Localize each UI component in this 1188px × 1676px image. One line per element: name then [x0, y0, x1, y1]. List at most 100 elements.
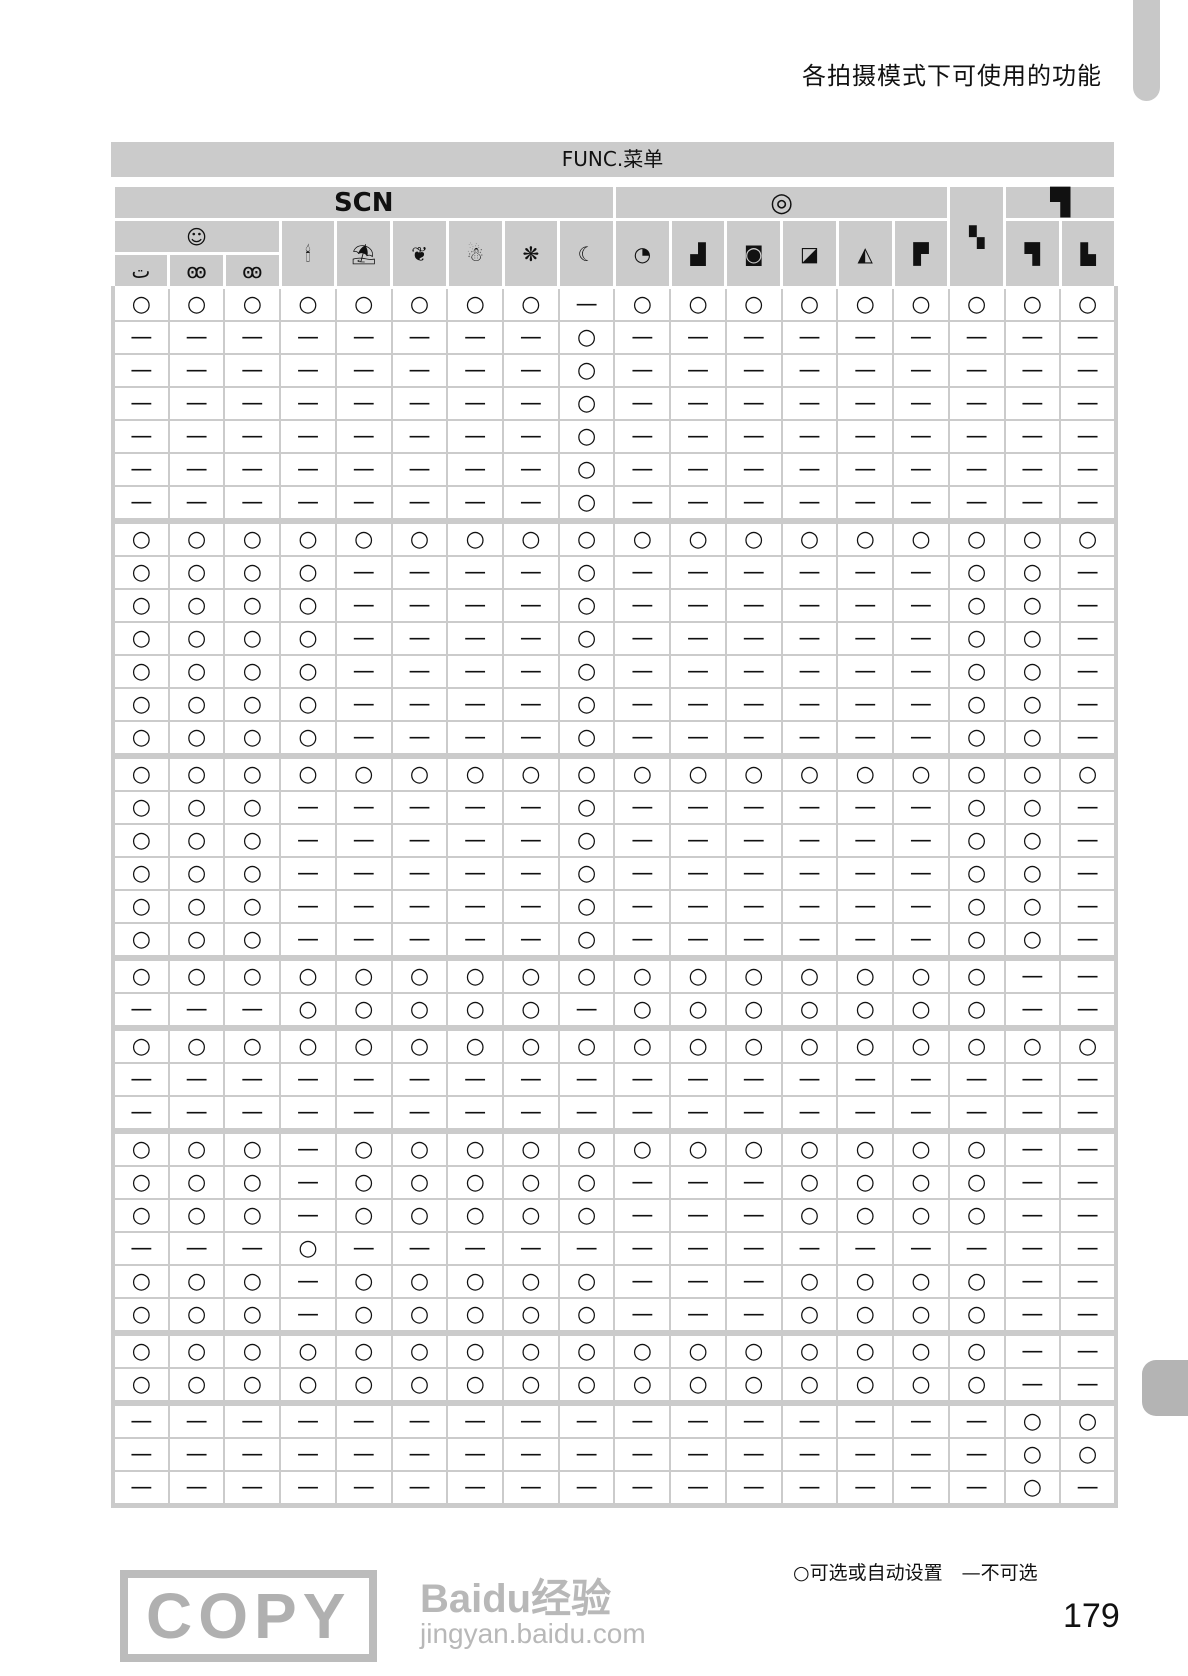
- unavailable-mark: —: [613, 790, 672, 825]
- table-row: ○ ○ ○ ○ ○ ○ ○ ○ ○ ○ ○ ○ ○ ○ ○ ○ ○ ○: [111, 753, 1118, 792]
- unavailable-mark: —: [167, 992, 226, 1029]
- unavailable-mark: —: [892, 720, 950, 757]
- available-mark: ○: [279, 654, 337, 689]
- unavailable-mark: —: [334, 720, 393, 757]
- available-mark: ○: [780, 1330, 839, 1369]
- unavailable-mark: —: [390, 1231, 449, 1266]
- unavailable-mark: —: [892, 1062, 950, 1097]
- available-mark: ○: [390, 955, 449, 994]
- copy-watermark-text: COPY: [146, 1580, 352, 1652]
- unavailable-mark: —: [724, 856, 783, 891]
- unavailable-mark: —: [836, 621, 895, 656]
- unavailable-mark: —: [279, 1062, 337, 1097]
- available-mark: ○: [669, 518, 727, 557]
- unavailable-mark: —: [1003, 992, 1062, 1029]
- available-mark: ○: [947, 922, 1006, 959]
- unavailable-mark: —: [334, 555, 393, 590]
- unavailable-mark: —: [446, 922, 505, 959]
- unavailable-mark: —: [557, 1062, 616, 1097]
- available-mark: ○: [446, 753, 505, 792]
- unavailable-mark: —: [613, 555, 672, 590]
- available-mark: ○: [1003, 856, 1062, 891]
- available-mark: ○: [669, 1330, 727, 1369]
- unavailable-mark: —: [502, 1095, 560, 1132]
- unavailable-mark: —: [502, 1470, 560, 1508]
- unavailable-mark: —: [836, 654, 895, 689]
- unavailable-mark: —: [836, 922, 895, 959]
- page-title: 各拍摄模式下可使用的功能: [802, 62, 1102, 90]
- available-mark: ○: [1003, 1400, 1062, 1439]
- unavailable-mark: —: [446, 386, 505, 421]
- unavailable-mark: —: [947, 1400, 1006, 1439]
- available-mark: ○: [334, 1198, 393, 1233]
- table-row: — — — — — — — — — — — — — — — — — —: [111, 1062, 1118, 1097]
- unavailable-mark: —: [557, 1231, 616, 1266]
- available-mark: ○: [836, 1198, 895, 1233]
- unavailable-mark: —: [390, 320, 449, 355]
- unavailable-mark: —: [1059, 790, 1118, 825]
- unavailable-mark: —: [613, 687, 672, 722]
- available-mark: ○: [502, 1264, 560, 1299]
- available-mark: ○: [167, 1025, 226, 1064]
- unavailable-mark: —: [390, 687, 449, 722]
- available-mark: ○: [279, 555, 337, 590]
- unavailable-mark: —: [167, 1400, 226, 1439]
- unavailable-mark: —: [502, 720, 560, 757]
- unavailable-mark: —: [502, 687, 560, 722]
- monochrome-icon: ◪: [780, 218, 839, 289]
- unavailable-mark: —: [1003, 1297, 1062, 1334]
- unavailable-mark: —: [836, 485, 895, 522]
- available-mark: ○: [279, 753, 337, 792]
- unavailable-mark: —: [669, 419, 727, 454]
- unavailable-mark: —: [223, 1470, 282, 1508]
- available-mark: ○: [947, 621, 1006, 656]
- available-mark: ○: [223, 955, 282, 994]
- snow-snowman-icon: ☃: [445, 218, 505, 289]
- available-mark: ○: [892, 1198, 950, 1233]
- unavailable-mark: —: [167, 485, 226, 522]
- available-mark: ○: [724, 753, 783, 792]
- table-row: ○ ○ ○ ○ ○ ○ ○ ○ ○ ○ ○ ○ ○ ○ ○ ○ — —: [111, 1330, 1118, 1369]
- unavailable-mark: —: [613, 588, 672, 623]
- available-mark: ○: [1003, 1437, 1062, 1472]
- unavailable-mark: —: [390, 823, 449, 858]
- unavailable-mark: —: [613, 320, 672, 355]
- unavailable-mark: —: [390, 1437, 449, 1472]
- unavailable-mark: —: [613, 419, 672, 454]
- unavailable-mark: —: [1003, 1330, 1062, 1369]
- available-mark: ○: [334, 1297, 393, 1334]
- available-mark: ○: [947, 1165, 1006, 1200]
- unavailable-mark: —: [1003, 1062, 1062, 1097]
- unavailable-mark: —: [669, 922, 727, 959]
- available-mark: ○: [613, 518, 672, 557]
- unavailable-mark: —: [446, 1231, 505, 1266]
- available-mark: ○: [223, 1367, 282, 1404]
- available-mark: ○: [557, 687, 616, 722]
- unavailable-mark: —: [334, 922, 393, 959]
- unavailable-mark: —: [780, 621, 839, 656]
- unavailable-mark: —: [111, 1231, 170, 1266]
- unavailable-mark: —: [390, 922, 449, 959]
- available-mark: ○: [780, 753, 839, 792]
- creative-filters-icon: ◎: [612, 184, 951, 221]
- unavailable-mark: —: [167, 1470, 226, 1508]
- unavailable-mark: —: [446, 320, 505, 355]
- available-mark: ○: [390, 286, 449, 322]
- unavailable-mark: —: [947, 419, 1006, 454]
- available-mark: ○: [892, 753, 950, 792]
- unavailable-mark: —: [279, 889, 337, 924]
- unavailable-mark: —: [334, 1470, 393, 1508]
- available-mark: ○: [111, 1367, 170, 1404]
- unavailable-mark: —: [836, 823, 895, 858]
- available-mark: ○: [1003, 588, 1062, 623]
- available-mark: ○: [502, 1165, 560, 1200]
- available-mark: ○: [111, 654, 170, 689]
- available-mark: ○: [557, 889, 616, 924]
- unavailable-mark: —: [780, 485, 839, 522]
- unavailable-mark: —: [1003, 386, 1062, 421]
- available-mark: ○: [502, 753, 560, 792]
- unavailable-mark: —: [502, 856, 560, 891]
- miniature-movie-icon: ▙: [1058, 218, 1118, 289]
- unavailable-mark: —: [780, 687, 839, 722]
- available-mark: ○: [1003, 753, 1062, 792]
